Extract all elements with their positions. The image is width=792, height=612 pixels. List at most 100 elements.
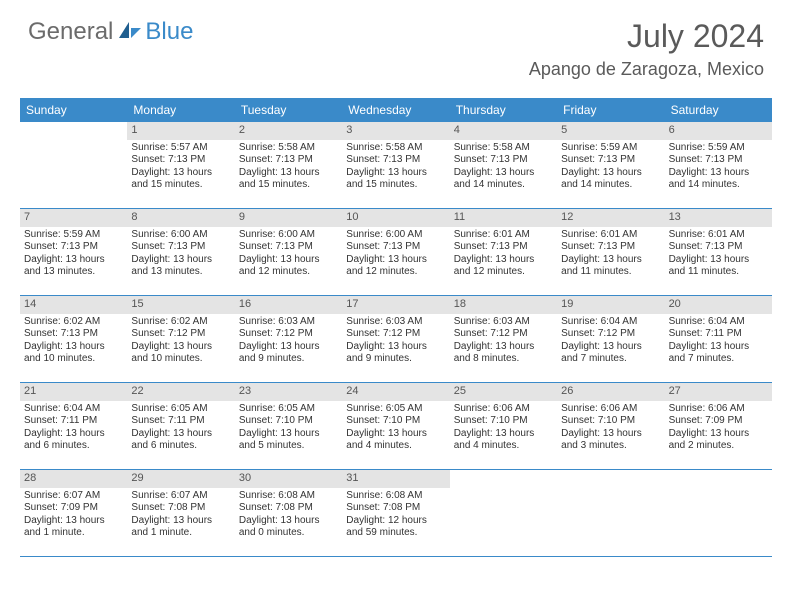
day-cell: 2Sunrise: 5:58 AMSunset: 7:13 PMDaylight… [235, 122, 342, 208]
day-body: Sunrise: 5:59 AMSunset: 7:13 PMDaylight:… [20, 227, 127, 283]
day-number: 12 [557, 209, 664, 227]
day-cell: 23Sunrise: 6:05 AMSunset: 7:10 PMDayligh… [235, 383, 342, 469]
sunrise-text: Sunrise: 5:58 AM [239, 142, 338, 155]
day-body: Sunrise: 6:06 AMSunset: 7:09 PMDaylight:… [665, 401, 772, 457]
week-row: 14Sunrise: 6:02 AMSunset: 7:13 PMDayligh… [20, 296, 772, 383]
day-number: 25 [450, 383, 557, 401]
day-body: Sunrise: 6:08 AMSunset: 7:08 PMDaylight:… [235, 488, 342, 544]
sunrise-text: Sunrise: 5:59 AM [561, 142, 660, 155]
day-cell: 24Sunrise: 6:05 AMSunset: 7:10 PMDayligh… [342, 383, 449, 469]
sunset-text: Sunset: 7:13 PM [561, 241, 660, 254]
day-body: Sunrise: 6:05 AMSunset: 7:10 PMDaylight:… [342, 401, 449, 457]
weekday-header: Tuesday [235, 98, 342, 122]
day-body: Sunrise: 6:03 AMSunset: 7:12 PMDaylight:… [450, 314, 557, 370]
day-cell: 9Sunrise: 6:00 AMSunset: 7:13 PMDaylight… [235, 209, 342, 295]
sunrise-text: Sunrise: 6:02 AM [131, 316, 230, 329]
day-number: 15 [127, 296, 234, 314]
day-number: 13 [665, 209, 772, 227]
day-number: 1 [127, 122, 234, 140]
daylight-text: Daylight: 13 hours and 11 minutes. [669, 254, 768, 279]
daylight-text: Daylight: 13 hours and 11 minutes. [561, 254, 660, 279]
sunrise-text: Sunrise: 6:05 AM [131, 403, 230, 416]
daylight-text: Daylight: 13 hours and 6 minutes. [24, 428, 123, 453]
day-cell: 3Sunrise: 5:58 AMSunset: 7:13 PMDaylight… [342, 122, 449, 208]
sunset-text: Sunset: 7:13 PM [669, 241, 768, 254]
day-body: Sunrise: 6:08 AMSunset: 7:08 PMDaylight:… [342, 488, 449, 544]
sunrise-text: Sunrise: 6:07 AM [131, 490, 230, 503]
daylight-text: Daylight: 13 hours and 10 minutes. [24, 341, 123, 366]
day-cell: 8Sunrise: 6:00 AMSunset: 7:13 PMDaylight… [127, 209, 234, 295]
daylight-text: Daylight: 13 hours and 10 minutes. [131, 341, 230, 366]
sunrise-text: Sunrise: 6:07 AM [24, 490, 123, 503]
day-body: Sunrise: 5:59 AMSunset: 7:13 PMDaylight:… [557, 140, 664, 196]
weeks-container: 1Sunrise: 5:57 AMSunset: 7:13 PMDaylight… [20, 122, 772, 557]
day-cell: 20Sunrise: 6:04 AMSunset: 7:11 PMDayligh… [665, 296, 772, 382]
day-cell: 30Sunrise: 6:08 AMSunset: 7:08 PMDayligh… [235, 470, 342, 556]
sunrise-text: Sunrise: 6:08 AM [346, 490, 445, 503]
day-cell: 17Sunrise: 6:03 AMSunset: 7:12 PMDayligh… [342, 296, 449, 382]
sunrise-text: Sunrise: 6:00 AM [131, 229, 230, 242]
sunrise-text: Sunrise: 6:00 AM [346, 229, 445, 242]
brand-logo: General Blue [28, 18, 193, 46]
day-number: 20 [665, 296, 772, 314]
day-number: 7 [20, 209, 127, 227]
day-body: Sunrise: 6:01 AMSunset: 7:13 PMDaylight:… [665, 227, 772, 283]
day-body: Sunrise: 6:05 AMSunset: 7:11 PMDaylight:… [127, 401, 234, 457]
sunrise-text: Sunrise: 6:03 AM [454, 316, 553, 329]
daylight-text: Daylight: 13 hours and 15 minutes. [131, 167, 230, 192]
day-number: 23 [235, 383, 342, 401]
sunset-text: Sunset: 7:13 PM [24, 328, 123, 341]
day-number: 22 [127, 383, 234, 401]
location-subtitle: Apango de Zaragoza, Mexico [529, 59, 764, 80]
week-row: 1Sunrise: 5:57 AMSunset: 7:13 PMDaylight… [20, 122, 772, 209]
day-body: Sunrise: 6:03 AMSunset: 7:12 PMDaylight:… [342, 314, 449, 370]
sunrise-text: Sunrise: 6:04 AM [669, 316, 768, 329]
day-number: 11 [450, 209, 557, 227]
sunrise-text: Sunrise: 6:01 AM [561, 229, 660, 242]
daylight-text: Daylight: 13 hours and 15 minutes. [346, 167, 445, 192]
sunrise-text: Sunrise: 6:03 AM [346, 316, 445, 329]
day-body: Sunrise: 6:02 AMSunset: 7:12 PMDaylight:… [127, 314, 234, 370]
daylight-text: Daylight: 13 hours and 12 minutes. [346, 254, 445, 279]
day-body: Sunrise: 6:06 AMSunset: 7:10 PMDaylight:… [557, 401, 664, 457]
sunset-text: Sunset: 7:13 PM [239, 241, 338, 254]
sunrise-text: Sunrise: 6:03 AM [239, 316, 338, 329]
day-body: Sunrise: 6:00 AMSunset: 7:13 PMDaylight:… [127, 227, 234, 283]
daylight-text: Daylight: 13 hours and 2 minutes. [669, 428, 768, 453]
sunrise-text: Sunrise: 6:08 AM [239, 490, 338, 503]
day-body: Sunrise: 6:04 AMSunset: 7:12 PMDaylight:… [557, 314, 664, 370]
daylight-text: Daylight: 13 hours and 4 minutes. [454, 428, 553, 453]
day-cell [557, 470, 664, 556]
day-number: 26 [557, 383, 664, 401]
week-row: 21Sunrise: 6:04 AMSunset: 7:11 PMDayligh… [20, 383, 772, 470]
daylight-text: Daylight: 13 hours and 7 minutes. [669, 341, 768, 366]
day-cell: 11Sunrise: 6:01 AMSunset: 7:13 PMDayligh… [450, 209, 557, 295]
weekday-header: Monday [127, 98, 234, 122]
sunset-text: Sunset: 7:13 PM [669, 154, 768, 167]
day-number: 10 [342, 209, 449, 227]
day-body: Sunrise: 6:02 AMSunset: 7:13 PMDaylight:… [20, 314, 127, 370]
day-number: 16 [235, 296, 342, 314]
daylight-text: Daylight: 13 hours and 12 minutes. [454, 254, 553, 279]
sunrise-text: Sunrise: 5:59 AM [24, 229, 123, 242]
day-cell: 7Sunrise: 5:59 AMSunset: 7:13 PMDaylight… [20, 209, 127, 295]
sunrise-text: Sunrise: 5:57 AM [131, 142, 230, 155]
day-cell: 18Sunrise: 6:03 AMSunset: 7:12 PMDayligh… [450, 296, 557, 382]
day-body: Sunrise: 5:58 AMSunset: 7:13 PMDaylight:… [450, 140, 557, 196]
daylight-text: Daylight: 13 hours and 0 minutes. [239, 515, 338, 540]
brand-part2: Blue [145, 18, 193, 46]
day-cell: 28Sunrise: 6:07 AMSunset: 7:09 PMDayligh… [20, 470, 127, 556]
sunset-text: Sunset: 7:13 PM [346, 154, 445, 167]
day-body: Sunrise: 6:04 AMSunset: 7:11 PMDaylight:… [665, 314, 772, 370]
day-number: 19 [557, 296, 664, 314]
day-cell [665, 470, 772, 556]
sunset-text: Sunset: 7:11 PM [131, 415, 230, 428]
day-cell [20, 122, 127, 208]
page-header: General Blue July 2024 Apango de Zaragoz… [0, 0, 792, 88]
daylight-text: Daylight: 13 hours and 14 minutes. [454, 167, 553, 192]
sunset-text: Sunset: 7:12 PM [131, 328, 230, 341]
day-number: 3 [342, 122, 449, 140]
sunset-text: Sunset: 7:10 PM [346, 415, 445, 428]
sunset-text: Sunset: 7:13 PM [454, 241, 553, 254]
sunset-text: Sunset: 7:09 PM [24, 502, 123, 515]
